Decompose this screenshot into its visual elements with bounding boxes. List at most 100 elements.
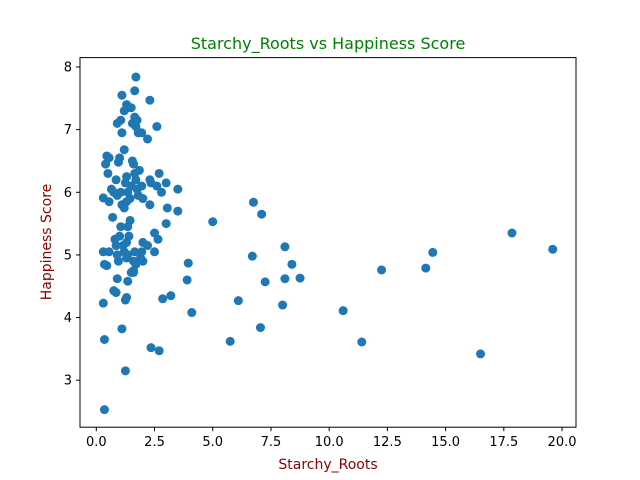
data-point-125 (338, 306, 348, 316)
data-point-4 (102, 261, 112, 271)
x-tick-label: 12.5 (373, 435, 402, 450)
data-point-102 (138, 237, 148, 247)
y-tick-label: 6 (64, 186, 72, 201)
data-point-103 (119, 145, 129, 155)
data-point-108 (166, 291, 176, 301)
data-point-77 (161, 178, 171, 188)
data-point-78 (162, 203, 172, 213)
data-point-57 (122, 172, 132, 182)
data-point-113 (225, 336, 235, 346)
data-point-8 (104, 197, 114, 207)
data-point-23 (120, 366, 130, 376)
data-point-43 (153, 234, 163, 244)
y-tick-label: 5 (64, 248, 72, 263)
data-point-106 (154, 346, 164, 356)
y-tick-label: 8 (64, 60, 72, 75)
data-point-131 (507, 228, 517, 238)
data-point-96 (130, 86, 140, 96)
data-point-69 (137, 181, 147, 191)
data-point-21 (122, 293, 132, 303)
data-point-115 (247, 251, 257, 261)
data-point-81 (161, 219, 171, 229)
data-point-132 (548, 244, 558, 254)
data-point-100 (143, 134, 153, 144)
data-point-126 (357, 337, 367, 347)
scatter-points (98, 72, 558, 415)
data-point-117 (255, 323, 265, 333)
data-point-74 (152, 181, 162, 191)
data-point-17 (115, 231, 125, 241)
data-point-99 (152, 122, 162, 132)
data-point-53 (116, 187, 126, 197)
data-point-82 (115, 153, 125, 163)
data-point-129 (428, 247, 438, 257)
data-point-130 (476, 349, 486, 359)
data-point-12 (112, 274, 122, 284)
data-point-18 (116, 222, 126, 232)
data-point-89 (126, 103, 136, 113)
data-point-47 (103, 168, 113, 178)
data-point-127 (377, 265, 387, 275)
data-point-114 (233, 296, 243, 306)
data-point-60 (125, 194, 135, 204)
data-point-41 (150, 247, 160, 257)
data-point-107 (158, 294, 168, 304)
data-point-50 (111, 175, 121, 185)
data-point-110 (183, 258, 193, 268)
x-tick-label: 2.5 (144, 435, 165, 450)
data-point-119 (260, 277, 270, 287)
data-point-65 (131, 175, 141, 185)
y-tick-label: 4 (64, 311, 72, 326)
data-point-101 (137, 128, 147, 138)
data-point-97 (131, 72, 141, 82)
y-tick-label: 7 (64, 123, 72, 138)
data-point-75 (154, 168, 164, 178)
plot-frame (79, 57, 577, 428)
y-axis: 3 4 5 6 7 8 (64, 60, 80, 389)
data-point-19 (117, 324, 127, 334)
data-point-116 (248, 197, 258, 207)
data-point-123 (287, 259, 297, 269)
data-point-112 (208, 217, 218, 227)
x-tick-label: 7.5 (261, 435, 282, 450)
data-point-73 (145, 200, 155, 210)
data-point-95 (117, 90, 127, 100)
data-point-85 (116, 115, 126, 125)
data-point-16 (113, 256, 123, 266)
data-point-70 (138, 194, 148, 204)
x-tick-label: 5.0 (202, 435, 223, 450)
data-point-39 (137, 247, 147, 257)
x-axis-label: Starchy_Roots (278, 457, 377, 473)
y-tick-label: 3 (64, 374, 72, 389)
data-point-80 (173, 206, 183, 216)
data-point-105 (146, 343, 156, 353)
data-point-6 (104, 247, 114, 257)
data-point-11 (111, 241, 121, 251)
data-point-124 (295, 273, 305, 283)
data-point-31 (125, 215, 135, 225)
data-point-98 (145, 95, 155, 105)
data-point-111 (187, 308, 197, 318)
x-axis: 0.0 2.5 5.0 7.5 10.0 12.5 15.0 17.5 20.0 (86, 427, 577, 450)
data-point-76 (157, 187, 166, 197)
x-tick-label: 0.0 (86, 435, 107, 450)
data-point-118 (257, 209, 267, 219)
data-point-14 (111, 288, 121, 298)
data-point-38 (138, 256, 148, 266)
data-point-93 (132, 115, 142, 125)
x-tick-label: 20.0 (548, 435, 577, 450)
data-point-46 (104, 153, 114, 163)
data-point-22 (123, 276, 133, 286)
data-point-29 (124, 231, 134, 241)
data-point-1 (99, 335, 109, 344)
x-tick-label: 17.5 (489, 435, 518, 450)
data-point-0 (99, 405, 109, 415)
data-point-79 (173, 184, 183, 194)
data-point-35 (130, 247, 140, 257)
chart-title: Starchy_Roots vs Happiness Score (191, 34, 466, 54)
data-point-122 (280, 274, 290, 284)
data-point-2 (98, 298, 108, 308)
data-point-128 (421, 263, 431, 273)
data-point-120 (278, 300, 288, 310)
